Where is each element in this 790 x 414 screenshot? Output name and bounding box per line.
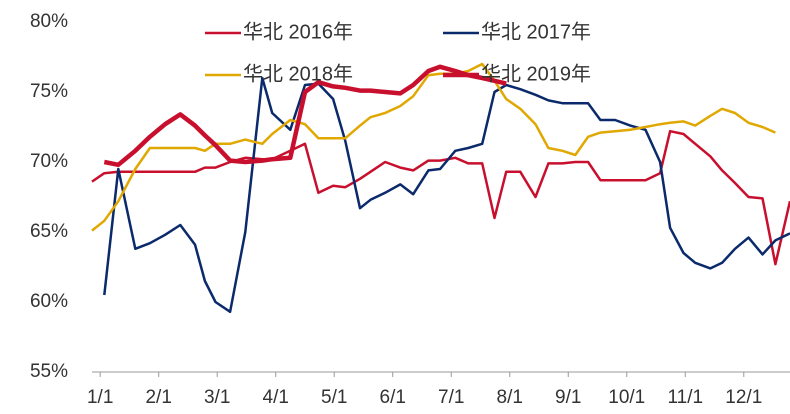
x-tick-label: 6/1 <box>380 387 406 408</box>
x-tick-label: 10/1 <box>608 387 645 408</box>
legend-label: 华北 2016年 <box>243 20 353 43</box>
x-tick-label: 2/1 <box>145 387 171 408</box>
series-line <box>103 64 507 168</box>
x-tick-label: 12/1 <box>725 387 762 408</box>
x-tick-label: 4/1 <box>263 387 289 408</box>
x-tick-label: 5/1 <box>321 387 347 408</box>
series-line <box>91 62 776 232</box>
y-tick-label: 65% <box>30 221 68 242</box>
x-tick-label: 7/1 <box>438 387 464 408</box>
y-tick-label: 80% <box>30 11 68 32</box>
series-line <box>91 129 790 266</box>
legend-label: 华北 2019年 <box>481 62 591 85</box>
y-tick-label: 70% <box>30 151 68 172</box>
y-tick-label: 75% <box>30 81 68 102</box>
x-tick-label: 1/1 <box>87 387 113 408</box>
x-tick-label: 8/1 <box>497 387 523 408</box>
y-tick-label: 55% <box>30 361 68 382</box>
legend-label: 华北 2017年 <box>481 20 591 43</box>
y-tick-label: 60% <box>30 291 68 312</box>
x-tick-label: 11/1 <box>667 387 703 408</box>
x-tick-label: 3/1 <box>204 387 230 408</box>
series-line <box>103 76 790 314</box>
legend-label: 华北 2018年 <box>243 62 353 85</box>
x-tick-label: 9/1 <box>555 387 581 408</box>
